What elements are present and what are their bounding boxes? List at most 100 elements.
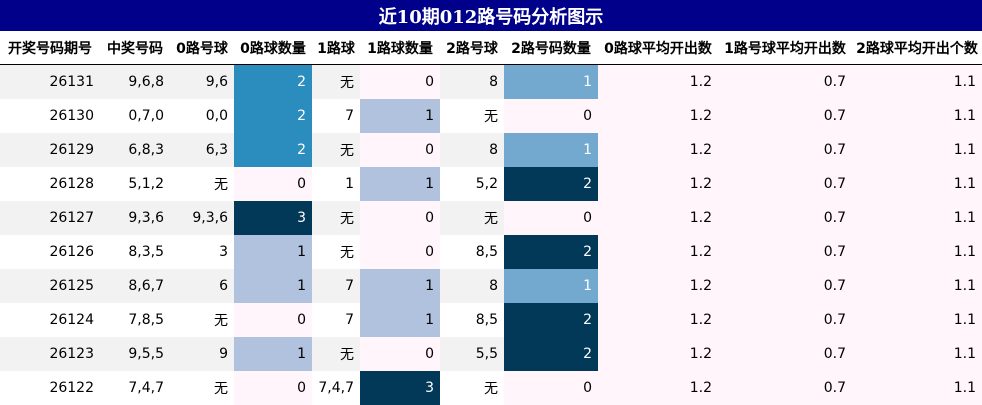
cell-route2-balls: 无: [440, 201, 504, 235]
col-header-winning-number: 中奖号码: [100, 32, 170, 65]
cell-route1-avg: 0.7: [718, 167, 852, 201]
cell-route2-count: 0: [504, 371, 598, 405]
cell-route2-balls: 无: [440, 99, 504, 133]
cell-route1-balls: 无: [312, 65, 360, 100]
cell-route1-count: 1: [360, 167, 440, 201]
cell-period: 26129: [0, 133, 100, 167]
cell-route1-avg: 0.7: [718, 337, 852, 371]
header-row: 开奖号码期号 中奖号码 0路号球 0路球数量 1路球 1路球数量 2路号球 2路…: [0, 32, 982, 65]
cell-winning-number: 7,4,7: [100, 371, 170, 405]
cell-route1-count: 1: [360, 303, 440, 337]
cell-route0-avg: 1.2: [598, 99, 718, 133]
cell-route1-avg: 0.7: [718, 201, 852, 235]
cell-route2-avg: 1.1: [852, 337, 982, 371]
cell-route0-count: 3: [234, 201, 312, 235]
cell-winning-number: 6,8,3: [100, 133, 170, 167]
cell-route1-avg: 0.7: [718, 99, 852, 133]
cell-period: 26128: [0, 167, 100, 201]
col-header-route2-count: 2路号码数量: [504, 32, 598, 65]
cell-period: 26125: [0, 269, 100, 303]
cell-route2-avg: 1.1: [852, 201, 982, 235]
cell-route2-balls: 8: [440, 133, 504, 167]
cell-route2-balls: 8,5: [440, 303, 504, 337]
cell-route0-balls: 无: [170, 167, 234, 201]
cell-route1-count: 1: [360, 99, 440, 133]
cell-winning-number: 8,3,5: [100, 235, 170, 269]
cell-route1-balls: 无: [312, 201, 360, 235]
cell-route2-count: 2: [504, 337, 598, 371]
analysis-table: 开奖号码期号 中奖号码 0路号球 0路球数量 1路球 1路球数量 2路号球 2路…: [0, 32, 982, 405]
cell-route1-count: 1: [360, 269, 440, 303]
cell-route0-avg: 1.2: [598, 269, 718, 303]
col-header-route1-avg: 1路号球平均开出数: [718, 32, 852, 65]
col-header-route1-count: 1路球数量: [360, 32, 440, 65]
cell-route1-count: 0: [360, 201, 440, 235]
cell-route1-count: 3: [360, 371, 440, 405]
col-header-route2-avg: 2路球平均开出个数: [852, 32, 982, 65]
cell-route2-avg: 1.1: [852, 269, 982, 303]
cell-route2-avg: 1.1: [852, 303, 982, 337]
cell-period: 26124: [0, 303, 100, 337]
cell-route1-avg: 0.7: [718, 65, 852, 100]
cell-period: 26123: [0, 337, 100, 371]
cell-route1-balls: 无: [312, 337, 360, 371]
cell-route2-balls: 8: [440, 65, 504, 100]
cell-period: 26131: [0, 65, 100, 100]
cell-route2-count: 0: [504, 99, 598, 133]
cell-route0-count: 1: [234, 235, 312, 269]
col-header-route0-balls: 0路号球: [170, 32, 234, 65]
cell-winning-number: 9,6,8: [100, 65, 170, 100]
cell-winning-number: 7,8,5: [100, 303, 170, 337]
cell-route2-count: 2: [504, 167, 598, 201]
cell-route2-avg: 1.1: [852, 371, 982, 405]
cell-route0-avg: 1.2: [598, 337, 718, 371]
cell-route0-count: 1: [234, 269, 312, 303]
cell-route1-count: 0: [360, 337, 440, 371]
cell-route1-count: 0: [360, 65, 440, 100]
cell-route2-balls: 8: [440, 269, 504, 303]
cell-route1-balls: 7,4,7: [312, 371, 360, 405]
cell-winning-number: 0,7,0: [100, 99, 170, 133]
cell-route0-balls: 6,3: [170, 133, 234, 167]
cell-route1-count: 0: [360, 133, 440, 167]
cell-route2-avg: 1.1: [852, 65, 982, 100]
cell-route1-count: 0: [360, 235, 440, 269]
cell-route2-count: 1: [504, 269, 598, 303]
cell-route0-count: 0: [234, 167, 312, 201]
col-header-route2-balls: 2路号球: [440, 32, 504, 65]
page-title: 近10期012路号码分析图示: [0, 0, 982, 32]
cell-route0-balls: 0,0: [170, 99, 234, 133]
cell-route0-avg: 1.2: [598, 201, 718, 235]
cell-route0-balls: 无: [170, 303, 234, 337]
cell-route0-count: 0: [234, 371, 312, 405]
cell-route0-avg: 1.2: [598, 303, 718, 337]
cell-route2-balls: 5,5: [440, 337, 504, 371]
cell-route1-avg: 0.7: [718, 269, 852, 303]
cell-route2-balls: 5,2: [440, 167, 504, 201]
cell-route2-count: 1: [504, 133, 598, 167]
cell-route2-count: 2: [504, 235, 598, 269]
cell-route2-avg: 1.1: [852, 167, 982, 201]
cell-route2-avg: 1.1: [852, 133, 982, 167]
cell-route1-avg: 0.7: [718, 303, 852, 337]
cell-route2-balls: 8,5: [440, 235, 504, 269]
cell-route0-count: 2: [234, 133, 312, 167]
cell-period: 26126: [0, 235, 100, 269]
cell-route1-balls: 7: [312, 99, 360, 133]
cell-route0-balls: 3: [170, 235, 234, 269]
cell-route2-count: 2: [504, 303, 598, 337]
cell-route1-balls: 无: [312, 235, 360, 269]
col-header-route0-count: 0路球数量: [234, 32, 312, 65]
cell-winning-number: 9,5,5: [100, 337, 170, 371]
cell-period: 26127: [0, 201, 100, 235]
cell-route0-balls: 9: [170, 337, 234, 371]
cell-route0-count: 2: [234, 65, 312, 100]
